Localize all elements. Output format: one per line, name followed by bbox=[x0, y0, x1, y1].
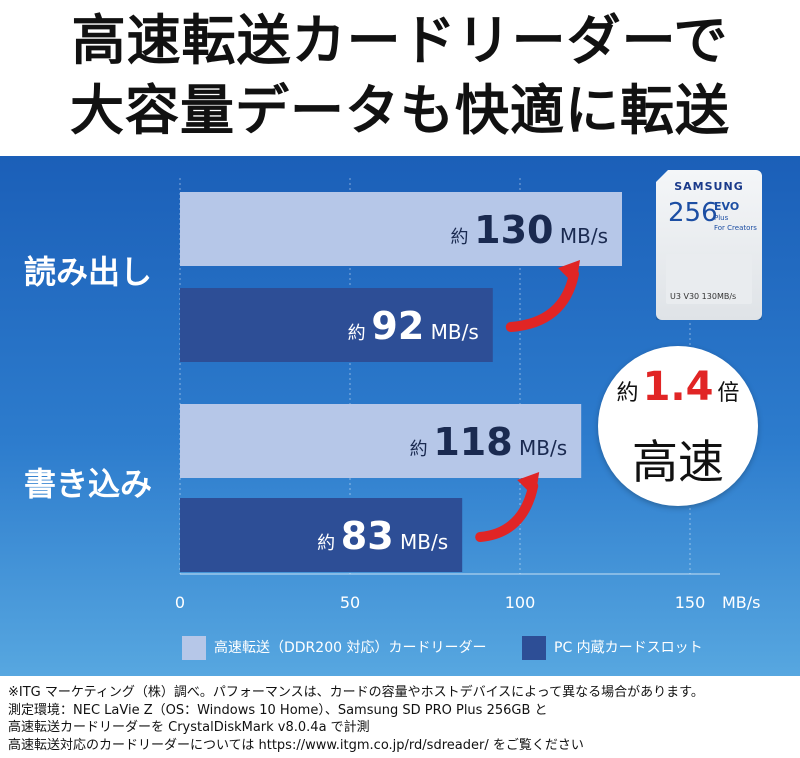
card-capacity: 256 bbox=[668, 198, 718, 228]
footnote-line-1: ※ITG マーケティング（株）調べ。パフォーマンスは、カードの容量やホストデバイ… bbox=[8, 685, 704, 700]
x-tick-label-3: 150 bbox=[675, 593, 706, 612]
headline-line-1: 高速転送カードリーダーで bbox=[71, 9, 729, 72]
speedup-arrowhead-1 bbox=[517, 472, 540, 498]
speedup-prefix: 約 bbox=[616, 381, 639, 406]
speedup-arrow-1 bbox=[475, 481, 539, 542]
sd-card-image: SAMSUNG 256 EVO Plus For Creators U3 V30… bbox=[656, 170, 762, 320]
x-tick-label-0: 0 bbox=[175, 593, 185, 612]
headline-line-2: 大容量データも快適に転送 bbox=[70, 79, 730, 142]
speedup-label: 高速 bbox=[632, 435, 724, 489]
x-tick-label-2: 100 bbox=[505, 593, 536, 612]
x-tick-label-1: 50 bbox=[340, 593, 360, 612]
speedup-suffix: 倍 bbox=[717, 381, 740, 406]
card-sub-plus: Plus bbox=[714, 214, 729, 222]
speedup-badge: 約 1.4 倍 高速 bbox=[598, 346, 758, 506]
speedup-value: 1.4 bbox=[642, 364, 714, 410]
bar-value-label-0-0: 約 130 MB/s bbox=[450, 208, 608, 252]
footnote-line-2: 測定環境：NEC LaVie Z（OS：Windows 10 Home）、Sam… bbox=[8, 702, 548, 718]
legend-swatch-pc-slot bbox=[522, 636, 546, 660]
footnote-line-4: 高速転送対応のカードリーダーについては https://www.itgm.co.… bbox=[8, 737, 584, 753]
legend-swatch-card-reader bbox=[182, 636, 206, 660]
chart-panel: 0 50 100 150 MB/s 約 130 MB/s 約 92 MB/s 約 118 MB… bbox=[0, 156, 800, 676]
card-brand: SAMSUNG bbox=[674, 180, 744, 193]
speedup-arrowhead-0 bbox=[558, 260, 580, 286]
footnote: ※ITG マーケティング（株）調べ。パフォーマンスは、カードの容量やホストデバイ… bbox=[8, 684, 798, 754]
x-axis-unit-label: MB/s bbox=[722, 593, 761, 612]
category-label-read: 読み出し bbox=[24, 253, 153, 291]
legend-label-pc-slot: PC 内蔵カードスロット bbox=[554, 640, 703, 656]
card-spec: U3 V30 130MB/s bbox=[670, 292, 737, 301]
card-label-area bbox=[666, 254, 752, 304]
legend-label-card-reader: 高速転送（DDR200 対応）カードリーダー bbox=[214, 640, 487, 656]
card-line: EVO bbox=[714, 200, 740, 213]
bar-value-label-1-0: 約 118 MB/s bbox=[410, 420, 568, 464]
bar-value-label-1-1: 約 83 MB/s bbox=[317, 514, 448, 558]
bar-0-0 bbox=[180, 192, 622, 266]
speedup-arrow-0 bbox=[505, 269, 579, 332]
footnote-line-3: 高速転送カードリーダーを CrystalDiskMark v8.0.4a で計測 bbox=[8, 720, 370, 735]
bar-0-1 bbox=[180, 288, 493, 362]
bar-1-0 bbox=[180, 404, 582, 478]
bar-value-label-0-1: 約 92 MB/s bbox=[348, 304, 479, 348]
bar-chart: 0 50 100 150 MB/s 約 130 MB/s 約 92 MB/s 約 118 MB… bbox=[175, 178, 761, 612]
card-sub-creators: For Creators bbox=[714, 224, 757, 232]
bar-1-1 bbox=[180, 498, 463, 572]
category-label-write: 書き込み bbox=[24, 465, 153, 503]
